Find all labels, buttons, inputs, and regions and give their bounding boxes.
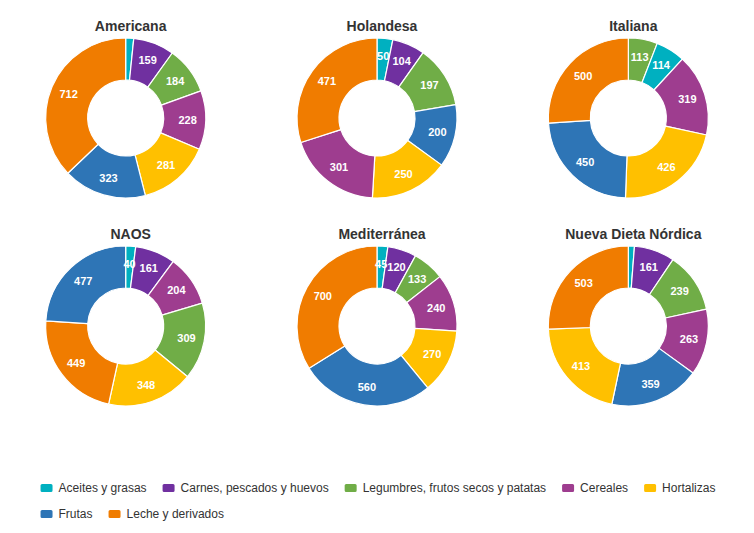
svg-text:Italiana: Italiana: [609, 18, 657, 34]
svg-text:Frutas: Frutas: [59, 507, 93, 521]
svg-text:Holandesa: Holandesa: [347, 18, 418, 34]
svg-text:281: 281: [157, 159, 175, 171]
svg-text:270: 270: [423, 348, 441, 360]
svg-text:161: 161: [140, 262, 158, 274]
svg-text:250: 250: [394, 168, 412, 180]
svg-text:Nueva Dieta Nórdica: Nueva Dieta Nórdica: [565, 226, 701, 242]
svg-text:133: 133: [408, 273, 426, 285]
svg-text:348: 348: [137, 379, 155, 391]
svg-text:712: 712: [59, 88, 77, 100]
svg-text:Leche y derivados: Leche y derivados: [127, 507, 224, 521]
svg-text:159: 159: [138, 54, 156, 66]
svg-text:309: 309: [177, 332, 195, 344]
svg-text:471: 471: [318, 75, 336, 87]
svg-text:50: 50: [377, 50, 389, 62]
svg-text:Americana: Americana: [95, 18, 167, 34]
svg-text:Cereales: Cereales: [580, 481, 628, 495]
svg-text:197: 197: [420, 79, 438, 91]
svg-text:Hortalizas: Hortalizas: [662, 481, 715, 495]
svg-text:426: 426: [657, 161, 675, 173]
svg-text:503: 503: [574, 277, 592, 289]
svg-text:228: 228: [178, 114, 196, 126]
svg-text:413: 413: [572, 360, 590, 372]
svg-text:Legumbres, frutos secos y pata: Legumbres, frutos secos y patatas: [363, 481, 546, 495]
svg-text:359: 359: [641, 378, 659, 390]
svg-text:477: 477: [74, 275, 92, 287]
svg-text:500: 500: [574, 70, 592, 82]
svg-text:319: 319: [678, 93, 696, 105]
svg-text:Carnes, pescados y huevos: Carnes, pescados y huevos: [181, 481, 329, 495]
svg-text:Aceites y grasas: Aceites y grasas: [59, 481, 147, 495]
svg-text:114: 114: [652, 59, 671, 71]
svg-text:120: 120: [387, 261, 405, 273]
svg-text:161: 161: [640, 261, 658, 273]
svg-text:301: 301: [330, 161, 348, 173]
svg-text:450: 450: [576, 156, 594, 168]
svg-text:323: 323: [99, 172, 117, 184]
svg-text:700: 700: [314, 290, 332, 302]
svg-text:104: 104: [392, 55, 411, 67]
svg-text:Mediterránea: Mediterránea: [338, 226, 425, 242]
svg-text:113: 113: [631, 51, 649, 63]
svg-text:184: 184: [166, 75, 185, 87]
svg-text:240: 240: [427, 302, 445, 314]
svg-text:200: 200: [428, 126, 446, 138]
svg-text:560: 560: [358, 381, 376, 393]
svg-text:204: 204: [167, 284, 186, 296]
svg-text:449: 449: [67, 357, 85, 369]
svg-text:NAOS: NAOS: [110, 226, 150, 242]
svg-text:40: 40: [123, 258, 135, 270]
svg-text:45: 45: [375, 258, 387, 270]
svg-text:239: 239: [670, 285, 688, 297]
svg-text:263: 263: [680, 333, 698, 345]
